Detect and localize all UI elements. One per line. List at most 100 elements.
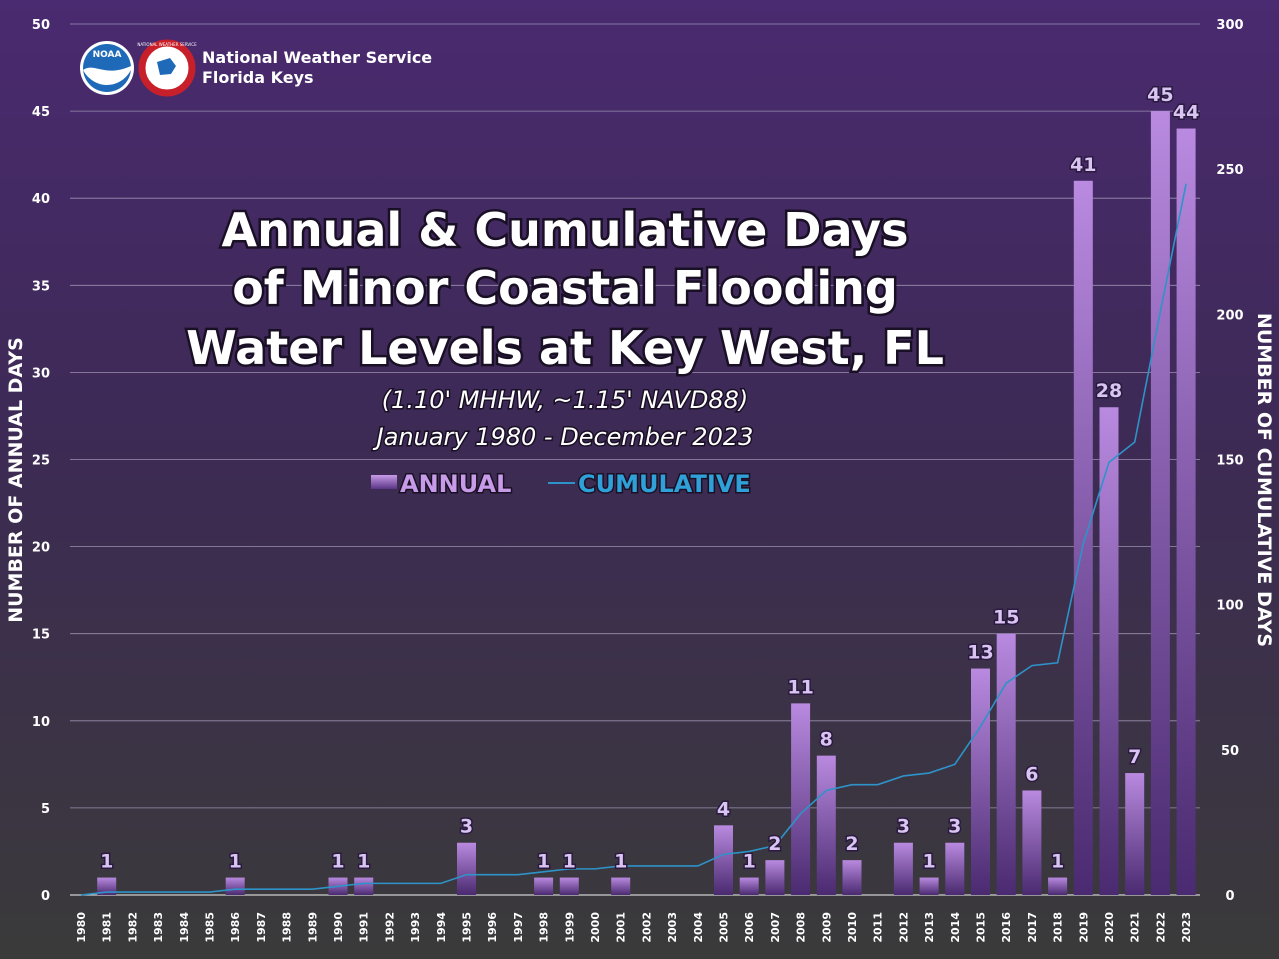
x-tick-label: 2005 — [718, 912, 731, 943]
annual-bars — [97, 111, 1196, 896]
y-left-tick-label: 40 — [32, 192, 50, 207]
x-tick-label: 1982 — [126, 912, 139, 943]
x-tick-label: 1990 — [332, 912, 345, 943]
x-tick-label: 1987 — [255, 912, 268, 943]
legend: ANNUAL CUMULATIVE — [371, 469, 752, 500]
y-right-tick-label: 100 — [1216, 599, 1243, 614]
x-tick-label: 1996 — [486, 912, 499, 943]
x-tick-label: 1981 — [101, 912, 114, 943]
bar-label-2023: 44 — [1173, 102, 1199, 124]
x-tick-label: 2006 — [743, 912, 756, 943]
annual-bar-2016 — [996, 633, 1016, 895]
annual-bar-2001 — [611, 877, 631, 895]
legend-annual-label: ANNUAL — [400, 470, 511, 498]
right-y-axis-ticks: 0 50 100 150 200 250 300 — [1216, 18, 1243, 904]
annual-bar-1995 — [457, 842, 476, 895]
bar-label-1981: 1 — [100, 851, 113, 873]
x-tick-label: 1991 — [358, 912, 371, 943]
x-tick-label: 1985 — [204, 912, 217, 943]
chart-title-line-1: Annual & Cumulative Days — [222, 203, 909, 257]
bar-label-2008: 11 — [787, 676, 813, 698]
bar-label-2016: 15 — [993, 607, 1019, 629]
y-right-tick-label: 0 — [1225, 889, 1234, 904]
y-right-tick-label: 150 — [1216, 454, 1243, 469]
x-tick-label: 1986 — [229, 912, 242, 943]
gridlines — [70, 23, 1200, 896]
annual-bar-2017 — [1022, 790, 1042, 895]
bar-label-2012: 3 — [897, 816, 910, 838]
x-tick-label: 1983 — [152, 912, 165, 943]
bar-label-2001: 1 — [614, 851, 627, 873]
annual-bar-2012 — [893, 842, 913, 895]
x-tick-label: 2012 — [897, 912, 910, 943]
y-right-tick-label: 200 — [1216, 308, 1243, 323]
annual-bar-2005 — [714, 825, 733, 895]
x-tick-label: 2016 — [1000, 912, 1013, 943]
x-tick-label: 2003 — [666, 912, 679, 943]
y-right-tick-label: 50 — [1221, 744, 1239, 759]
x-tick-label: 1998 — [538, 912, 551, 943]
x-tick-label: 2018 — [1052, 912, 1065, 943]
annual-bar-1991 — [354, 877, 374, 895]
x-tick-label: 2020 — [1103, 912, 1116, 943]
bar-label-1995: 3 — [460, 816, 473, 838]
x-tick-label: 1989 — [306, 912, 319, 943]
annual-bar-2013 — [919, 877, 939, 895]
x-tick-label: 2009 — [820, 912, 833, 943]
x-tick-label: 2002 — [640, 912, 653, 943]
annual-bar-2008 — [791, 703, 811, 895]
svg-text:NOAA: NOAA — [93, 50, 122, 60]
bar-label-2010: 2 — [845, 833, 858, 855]
y-left-tick-label: 10 — [32, 715, 50, 730]
bar-label-1986: 1 — [229, 851, 242, 873]
annual-bar-2022 — [1150, 111, 1170, 896]
annual-bar-2023 — [1176, 128, 1196, 895]
bar-label-2005: 4 — [717, 798, 730, 820]
x-tick-label: 2013 — [923, 912, 936, 943]
y-right-tick-label: 250 — [1216, 163, 1243, 178]
annual-bar-2021 — [1125, 773, 1145, 895]
bar-label-2013: 1 — [922, 851, 935, 873]
bar-label-1998: 1 — [537, 851, 550, 873]
y-left-tick-label: 50 — [32, 18, 50, 33]
cumulative-line-group — [80, 183, 1187, 896]
y-left-tick-label: 35 — [32, 279, 50, 294]
legend-annual-swatch — [371, 475, 397, 489]
bar-label-1999: 1 — [563, 851, 576, 873]
chart-subtitle-period: January 1980 - December 2023 — [373, 423, 754, 451]
right-axis-title: NUMBER OF CUMULATIVE DAYS — [1253, 313, 1275, 647]
x-tick-label: 2001 — [615, 912, 628, 943]
annual-bar-2006 — [739, 877, 759, 895]
x-tick-label: 2007 — [769, 912, 782, 943]
x-tick-label: 1992 — [383, 912, 396, 943]
x-tick-label: 2011 — [872, 912, 885, 943]
annual-bar-2010 — [842, 860, 862, 895]
bar-label-2017: 6 — [1025, 763, 1038, 785]
annual-bar-2018 — [1048, 877, 1068, 895]
cumulative-line — [80, 183, 1187, 896]
left-y-axis-ticks: 0 5 10 15 20 25 30 35 40 45 50 — [32, 18, 50, 904]
annual-bar-1999 — [559, 877, 579, 895]
nws-logo: NATIONAL WEATHER SERVICE — [137, 39, 197, 97]
y-left-tick-label: 0 — [41, 889, 50, 904]
chart-subtitle-datum: (1.10' MHHW, ~1.15' NAVD88) — [382, 386, 749, 414]
x-tick-label: 1995 — [461, 912, 474, 943]
annual-bar-2019 — [1073, 180, 1093, 895]
x-tick-label: 1997 — [512, 912, 525, 943]
x-tick-label: 1988 — [281, 912, 294, 943]
x-tick-label: 2017 — [1026, 912, 1039, 943]
chart-title-line-2: of Minor Coastal Flooding — [232, 261, 898, 315]
x-tick-label: 1993 — [409, 912, 422, 943]
chart-title-line-3: Water Levels at Key West, FL — [186, 321, 944, 375]
svg-text:NATIONAL WEATHER SERVICE: NATIONAL WEATHER SERVICE — [137, 42, 197, 47]
x-tick-label: 2019 — [1077, 912, 1090, 943]
y-left-tick-label: 15 — [32, 628, 50, 643]
left-axis-title: NUMBER OF ANNUAL DAYS — [5, 337, 27, 623]
legend-cumulative-label: CUMULATIVE — [578, 470, 751, 498]
y-left-tick-label: 45 — [32, 105, 50, 120]
bar-label-2019: 41 — [1070, 154, 1096, 176]
bar-label-2009: 8 — [820, 729, 833, 751]
bar-label-2022: 45 — [1147, 84, 1173, 106]
y-right-tick-label: 300 — [1216, 18, 1243, 33]
